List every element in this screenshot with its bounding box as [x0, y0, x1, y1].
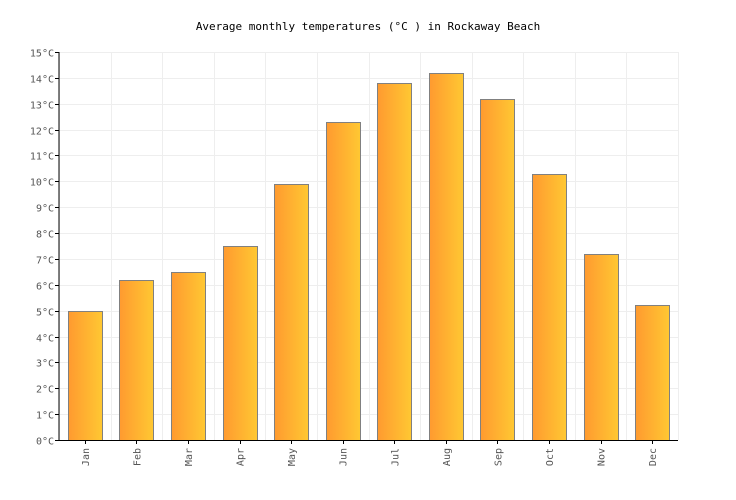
bar-nov [584, 254, 619, 441]
x-axis-ticks: Jan Feb Mar Apr May Jun Jul Aug Sep Oct Nov Dec [81, 440, 659, 466]
bar-oct [532, 174, 567, 441]
bar-sep [480, 99, 515, 441]
y-tick-label: 8°C [36, 230, 54, 241]
bar-feb [119, 280, 154, 441]
bar-jun [326, 122, 361, 441]
x-tick-label: Jul [390, 448, 401, 466]
chart-title: Average monthly temperatures (°C ) in Ro… [196, 20, 540, 33]
x-tick-label: Mar [184, 448, 195, 466]
bar-may [274, 184, 309, 441]
x-tick-label: Sep [493, 448, 504, 466]
y-tick-label: 7°C [36, 256, 54, 267]
x-tick-label: Jun [339, 448, 350, 466]
y-tick-label: 9°C [36, 204, 54, 215]
x-tick-label: Nov [597, 448, 608, 466]
bars [68, 73, 670, 441]
y-tick-label: 14°C [30, 75, 54, 86]
y-tick-label: 4°C [36, 334, 54, 345]
y-tick-label: 3°C [36, 359, 54, 370]
y-tick-label: 13°C [30, 101, 54, 112]
y-tick-label: 2°C [36, 385, 54, 396]
x-tick-label: Jan [81, 448, 92, 466]
y-tick-label: 10°C [30, 178, 54, 189]
x-tick-label: Dec [648, 448, 659, 466]
y-axis-ticks: 0°C 1°C 2°C 3°C 4°C 5°C 6°C 7°C 8°C 9°C 10°C 11°C 12… [30, 49, 59, 448]
bar-aug [429, 73, 464, 441]
x-tick-label: Feb [132, 448, 143, 466]
grid [59, 52, 679, 441]
y-tick-label: 12°C [30, 127, 54, 138]
bar-jan [68, 311, 103, 441]
y-tick-label: 5°C [36, 308, 54, 319]
bar-dec [635, 305, 670, 441]
y-tick-label: 1°C [36, 411, 54, 422]
bar-jul [377, 83, 412, 441]
x-tick-label: May [287, 448, 298, 466]
x-tick-label: Apr [236, 448, 247, 466]
y-tick-label: 11°C [30, 152, 54, 163]
y-tick-label: 15°C [30, 49, 54, 60]
x-tick-label: Oct [545, 448, 556, 466]
bar-mar [171, 272, 206, 441]
y-tick-label: 6°C [36, 282, 54, 293]
y-tick-label: 0°C [36, 437, 54, 448]
x-tick-label: Aug [442, 448, 453, 466]
bar-apr [223, 246, 258, 441]
